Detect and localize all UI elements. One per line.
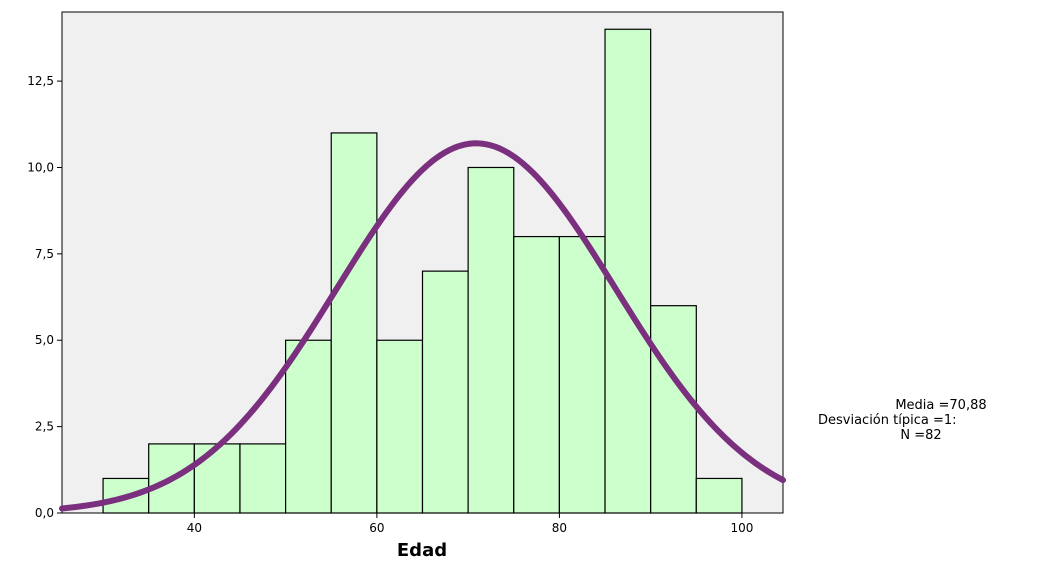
histogram-bar-90-95 bbox=[650, 305, 697, 514]
histogram-bar-50-55 bbox=[285, 339, 332, 514]
y-axis: 0,0 2,5 5,0 7,5 10,0 12,5 bbox=[27, 74, 62, 520]
y-tick-label: 10,0 bbox=[27, 160, 54, 174]
normal-curve bbox=[59, 140, 786, 512]
histogram-bars bbox=[102, 28, 743, 514]
x-axis: 40 60 80 100 bbox=[187, 513, 753, 535]
mean-label: Media =70,88 bbox=[895, 398, 987, 413]
x-tick-label: 80 bbox=[552, 521, 567, 535]
x-tick-label: 60 bbox=[369, 521, 384, 535]
histogram-bar-80-85 bbox=[558, 235, 606, 514]
n-label: N =82 bbox=[900, 428, 942, 443]
histogram-bar-55-60 bbox=[330, 132, 378, 514]
y-tick-label: 5,0 bbox=[35, 333, 54, 347]
histogram-bar-75-80 bbox=[513, 235, 560, 514]
histogram-bar-65-70 bbox=[421, 270, 469, 514]
x-tick-label: 100 bbox=[730, 521, 753, 535]
x-tick-label: 40 bbox=[187, 521, 202, 535]
histogram-bar-95-100 bbox=[695, 477, 743, 514]
y-tick-label: 2,5 bbox=[35, 420, 54, 434]
histogram-bar-40-45 bbox=[193, 443, 241, 514]
std-dev-label: Desviación típica =1: bbox=[818, 413, 957, 428]
y-tick-label: 12,5 bbox=[27, 74, 54, 88]
histogram-bar-45-50 bbox=[239, 443, 287, 514]
histogram-bar-60-65 bbox=[376, 339, 424, 514]
stats-legend: Media =70,88 Desviación típica =1: N =82 bbox=[770, 398, 1032, 443]
y-tick-label: 0,0 bbox=[35, 506, 54, 520]
x-axis-title: Edad bbox=[397, 540, 447, 561]
histogram-bar-85-90 bbox=[604, 28, 652, 514]
histogram-bar-70-75 bbox=[467, 166, 515, 514]
y-tick-label: 7,5 bbox=[35, 247, 54, 261]
